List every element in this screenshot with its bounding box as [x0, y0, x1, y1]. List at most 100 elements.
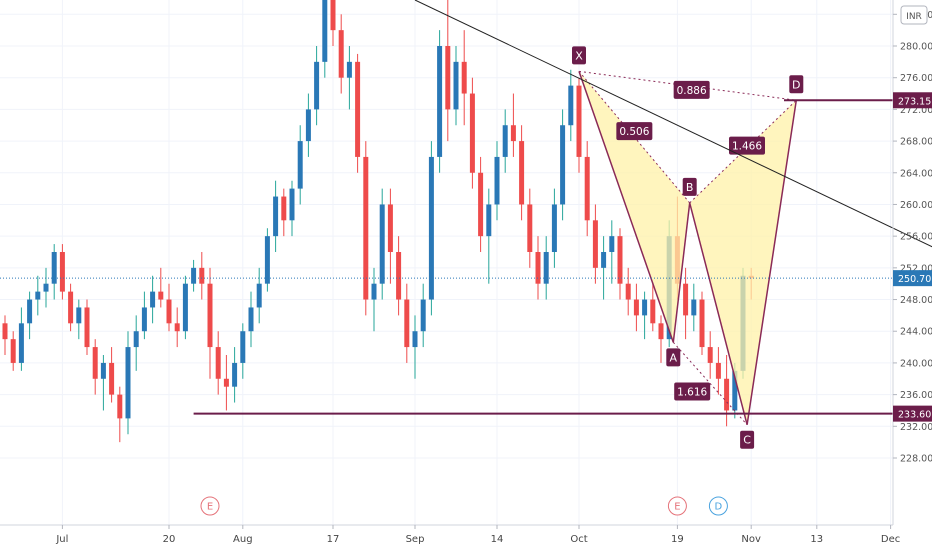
pattern-leg: [746, 100, 798, 425]
price-tick-label: 276.00: [900, 73, 932, 84]
harmonic-pattern[interactable]: 0.506 1.616 1.466 0.886 X A B C D: [572, 46, 804, 449]
candle-body: [543, 252, 549, 284]
candle-body: [256, 283, 262, 308]
candle-body: [519, 141, 525, 205]
pattern-leg: [578, 71, 675, 343]
candle-body: [428, 156, 434, 300]
candle-body: [420, 299, 426, 332]
resistance-price-tag-bg: [893, 92, 932, 109]
candle-body: [166, 299, 172, 324]
candle-body: [642, 299, 648, 316]
candle-body: [281, 196, 287, 221]
candle-body: [322, 0, 328, 62]
current-price-tag: 250.70: [898, 274, 931, 285]
candle-body: [10, 339, 16, 363]
time-axis[interactable]: Jul20Aug17Sep14Oct19Nov13Dec14: [0, 524, 932, 545]
candle-body: [592, 220, 598, 268]
dividend-marker: [708, 496, 728, 516]
candle-body: [51, 252, 57, 284]
pattern-ratio-box: [616, 122, 653, 141]
currency-badge[interactable]: INR: [900, 5, 928, 25]
candle-body: [355, 61, 361, 157]
candle-body: [232, 362, 238, 387]
pattern-ratio-label: 0.506: [619, 126, 649, 138]
candle-body: [715, 362, 721, 379]
candle-body: [330, 0, 336, 31]
price-tick-label: 280.00: [900, 42, 932, 53]
pattern-ratio-label: 1.616: [677, 387, 707, 399]
candles: [2, 0, 754, 443]
candle-body: [387, 204, 393, 252]
time-tick-label: 13: [810, 534, 823, 545]
earnings-marker-label: E: [207, 502, 213, 513]
candle-body: [379, 204, 385, 284]
candle-body: [100, 362, 106, 379]
time-tick-label: Aug: [233, 534, 253, 545]
candle-body: [609, 236, 615, 252]
candle-body: [494, 156, 500, 205]
candle-body: [560, 125, 566, 205]
time-tick-label: Dec: [881, 534, 900, 545]
time-tick-label: 17: [327, 534, 340, 545]
pattern-triangle-bcd: [689, 100, 797, 425]
price-tick-label: 268.00: [900, 137, 932, 148]
candle-body: [699, 299, 705, 348]
candle-body: [84, 307, 90, 348]
pattern-point-label: C: [743, 434, 751, 447]
candle-body: [617, 236, 623, 284]
candle-body: [396, 252, 402, 300]
candle-body: [691, 299, 697, 316]
candle-body: [371, 283, 377, 300]
earnings-marker: [667, 496, 687, 516]
dividend-marker-label: D: [715, 502, 723, 513]
candle-body: [125, 347, 131, 419]
drawing-lines[interactable]: [0, 0, 932, 415]
candle-body: [68, 291, 74, 324]
earnings-marker-label: E: [674, 502, 680, 513]
pattern-leg: [672, 202, 691, 343]
candle-body: [117, 394, 123, 419]
candle-body: [469, 93, 475, 173]
candle-body: [658, 323, 664, 340]
candle-body: [207, 283, 213, 348]
earnings-marker: [200, 496, 220, 516]
candle-body: [158, 291, 164, 300]
candle-body: [461, 61, 467, 94]
candle-body: [445, 46, 451, 110]
candle-body: [27, 299, 33, 324]
candle-body: [510, 125, 516, 142]
candle-body: [650, 299, 656, 324]
price-axis[interactable]: 228.00 232.00 236.00 240.00 244.00 248.00 252.…: [892, 0, 932, 525]
candle-body: [223, 378, 229, 387]
candle-body: [707, 347, 713, 363]
candle-body: [338, 30, 344, 78]
candle-body: [109, 362, 115, 395]
pattern-ratio-line: [578, 70, 797, 101]
current-price-tag-bg: [893, 270, 932, 287]
candle-body: [182, 283, 188, 332]
price-tick-label: 232.00: [900, 422, 932, 433]
time-tick-label: Jul: [55, 534, 68, 545]
support-price-tag: 233.60: [898, 410, 931, 421]
pattern-ratio-label: 0.886: [677, 85, 707, 97]
candle-body: [35, 291, 41, 300]
candle-body: [437, 46, 443, 157]
pattern-point-box: [789, 75, 804, 94]
trendline: [414, 0, 932, 248]
candle-body: [363, 156, 369, 300]
time-tick-label: Sep: [406, 534, 425, 545]
resistance-price-tag: 273.15: [898, 96, 931, 107]
candle-body: [535, 252, 541, 284]
pattern-point-box: [682, 177, 697, 196]
pattern-point-box: [740, 430, 755, 449]
price-tick-label: 244.00: [900, 327, 932, 338]
price-tick-label: 252.00: [900, 263, 932, 274]
time-tick-label: 14: [491, 534, 504, 545]
candle-body: [346, 61, 352, 78]
pattern-point-label: D: [792, 78, 800, 91]
time-tick-label: 20: [163, 534, 176, 545]
candle-body: [404, 299, 410, 348]
